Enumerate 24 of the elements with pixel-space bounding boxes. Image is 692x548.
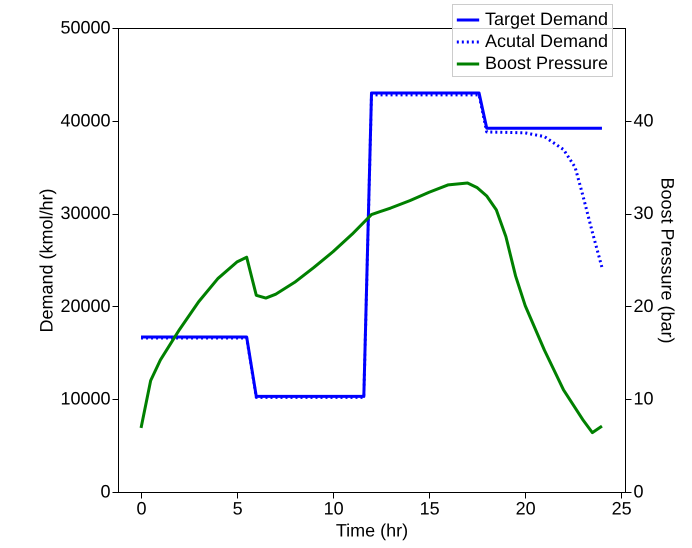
legend-label: Boost Pressure [485, 53, 608, 73]
line-series [140, 181, 604, 434]
y-tick-label: 20000 [60, 296, 110, 316]
y-tick-label: 50000 [60, 18, 110, 38]
x-tick-label: 5 [232, 498, 243, 518]
y2-tick-label: 0 [634, 482, 644, 502]
legend-label: Target Demand [485, 9, 608, 29]
x-tick-label: 25 [612, 498, 632, 518]
y2-axis-title: Boost Pressure (bar) [658, 177, 678, 344]
y2-tick-label: 30 [634, 203, 654, 224]
y2-tick-label: 40 [634, 110, 654, 130]
y2-tick-label: 20 [634, 296, 654, 316]
x-axis-title: Time (hr) [336, 520, 408, 540]
y-tick-label: 10000 [60, 388, 110, 409]
x-tick-label: 20 [516, 498, 536, 518]
y-tick-label: 40000 [60, 110, 110, 130]
legend-label: Acutal Demand [485, 31, 608, 51]
y-axis-title: Demand (kmol/hr) [36, 188, 56, 333]
y2-tick-label: 10 [634, 388, 654, 409]
x-tick-label: 0 [136, 498, 147, 518]
y-tick-label: 30000 [60, 203, 110, 224]
x-tick-label: 15 [420, 498, 440, 518]
x-tick-label: 10 [324, 498, 344, 518]
y-tick-label: 0 [100, 482, 110, 502]
